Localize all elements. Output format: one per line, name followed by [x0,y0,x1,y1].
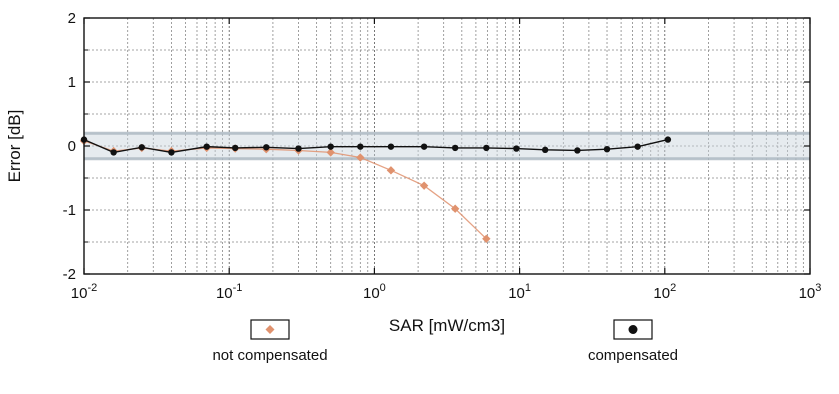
ticks [83,17,811,275]
legend-marker [265,325,275,334]
legend-item: compensated [588,319,678,364]
y-axis-label: Error [dB] [5,110,24,183]
data-point [387,143,395,150]
x-tick-label: 100 [363,282,386,302]
x-tick-label: 10-2 [71,282,97,302]
data-point [386,166,396,175]
y-tick-label: 0 [68,138,76,155]
data-point [419,181,429,190]
legend: not compensated compensated [212,319,678,364]
y-tick-label: 2 [68,10,76,27]
data-point [203,143,210,150]
data-point [513,145,520,152]
data-point [295,145,302,152]
legend-label: compensated [588,347,678,364]
series-compensated [80,136,672,156]
data-point [326,148,335,157]
data-point [232,144,239,152]
x-tick-label: 103 [799,282,822,302]
legend-marker [628,325,638,334]
x-tick-label: 101 [508,282,531,302]
legend-label: not compensated [212,347,327,364]
tick-labels: 210-1-210-2 10-1 100 101 102 103 [63,10,822,302]
x-tick-label: 102 [653,282,676,302]
data-point [168,149,175,156]
data-point [138,144,145,151]
data-point [110,149,117,156]
tolerance-band [84,131,810,161]
data-point [356,153,365,162]
data-point [482,234,491,243]
grid [83,18,810,274]
y-tick-label: 1 [68,74,76,91]
data-point [357,143,364,150]
data-point [263,144,270,151]
data-point [664,136,672,143]
y-tick-label: -1 [63,202,76,219]
data-point [634,143,641,150]
x-axis-label: SAR [mW/cm3] [389,316,505,335]
data-point [603,146,611,153]
data-point [450,204,460,213]
data-point [420,143,428,150]
legend-item: not compensated [212,319,328,364]
data-point [541,146,549,154]
y-tick-label: -2 [63,266,76,283]
tolerance-band-area [84,133,810,159]
series-line [83,138,669,154]
data-point [327,143,334,150]
data-point [451,144,459,152]
data-point [483,144,490,152]
x-tick-label: 10-1 [216,282,242,302]
data-point [574,147,581,154]
